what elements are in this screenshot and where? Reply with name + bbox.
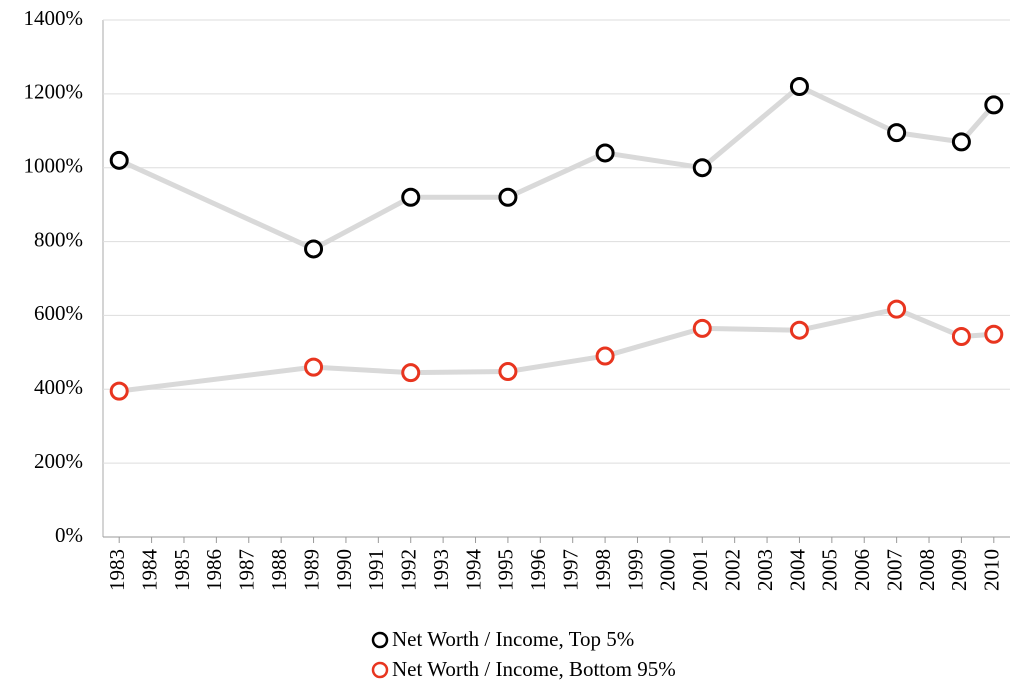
x-tick-label: 1994 <box>461 549 485 592</box>
x-tick-label: 2008 <box>915 549 939 591</box>
data-point <box>304 239 324 259</box>
y-tick-label: 600% <box>34 301 83 325</box>
x-tick-label: 2010 <box>980 549 1004 591</box>
data-point <box>951 132 971 152</box>
y-tick-label: 400% <box>34 375 83 399</box>
data-point <box>109 381 129 401</box>
x-tick-label: 1996 <box>526 549 550 591</box>
x-tick-label: 2005 <box>818 549 842 591</box>
data-point <box>595 346 615 366</box>
y-tick-label: 800% <box>34 227 83 251</box>
y-tick-label: 0% <box>55 523 83 547</box>
data-point <box>401 363 421 383</box>
legend-marker <box>371 631 389 649</box>
x-tick-label: 2009 <box>947 549 971 591</box>
x-tick-label: 1986 <box>202 549 226 591</box>
data-point <box>692 158 712 178</box>
data-point <box>984 95 1004 115</box>
data-point <box>109 150 129 170</box>
x-tick-label: 2002 <box>720 549 744 591</box>
y-tick-label: 1400% <box>24 6 84 30</box>
y-tick-label: 1200% <box>24 80 84 104</box>
y-tick-label: 200% <box>34 449 83 473</box>
data-point <box>789 76 809 96</box>
x-tick-label: 1998 <box>591 549 615 591</box>
data-point <box>595 143 615 163</box>
data-point <box>498 362 518 382</box>
legend-marker <box>371 661 389 679</box>
data-point <box>887 299 907 319</box>
x-tick-label: 2001 <box>688 549 712 591</box>
legend-label: Net Worth / Income, Bottom 95% <box>392 657 676 681</box>
data-point <box>951 326 971 346</box>
series-line <box>118 306 994 394</box>
x-tick-label: 1997 <box>559 549 583 591</box>
data-point <box>498 187 518 207</box>
series-line <box>118 83 996 252</box>
x-tick-label: 1987 <box>235 549 259 591</box>
data-point <box>304 357 324 377</box>
x-tick-label: 1999 <box>623 549 647 591</box>
x-tick-label: 1992 <box>397 549 421 591</box>
data-point <box>692 318 712 338</box>
legend-label: Net Worth / Income, Top 5% <box>392 627 634 651</box>
x-tick-label: 1984 <box>137 549 161 592</box>
x-tick-label: 1991 <box>364 549 388 591</box>
data-point <box>401 187 421 207</box>
data-point <box>984 324 1004 344</box>
x-tick-label: 1988 <box>267 549 291 591</box>
y-tick-label: 1000% <box>24 154 84 178</box>
x-tick-label: 1990 <box>332 549 356 591</box>
x-tick-label: 2004 <box>785 549 809 592</box>
x-tick-label: 2003 <box>753 549 777 591</box>
x-tick-label: 2000 <box>656 549 680 591</box>
x-tick-label: 1983 <box>105 549 129 591</box>
x-tick-label: 2007 <box>882 549 906 591</box>
x-tick-label: 1995 <box>494 549 518 591</box>
data-point <box>789 320 809 340</box>
x-tick-label: 1993 <box>429 549 453 591</box>
data-point <box>887 123 907 143</box>
x-tick-label: 1985 <box>170 549 194 591</box>
x-tick-label: 1989 <box>299 549 323 591</box>
x-tick-label: 2006 <box>850 549 874 591</box>
